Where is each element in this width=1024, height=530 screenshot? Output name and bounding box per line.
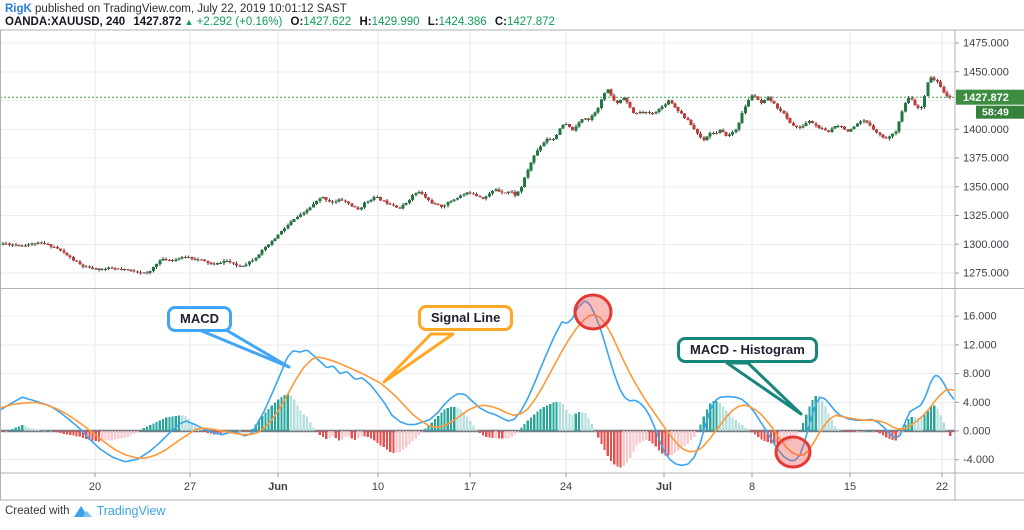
price-axis[interactable]: 1475.000 1450.000 1400.000 1375.000 1350.000…: [955, 38, 1009, 280]
time-tick-label: Jul: [656, 481, 672, 493]
crossover-circle-2: [774, 435, 812, 469]
macd-pane[interactable]: [0, 300, 955, 468]
high-value: 1429.990: [371, 16, 420, 28]
macd-tick-label: 12.000: [963, 339, 997, 351]
open-value: 1427.622: [303, 16, 352, 28]
price-tick-label: 1475.000: [963, 38, 1009, 50]
time-tick-label: Jun: [268, 481, 288, 493]
price-tick-label: 1325.000: [963, 210, 1009, 222]
price-change: +2.292 (+0.16%): [196, 16, 283, 28]
hist-callout-tail: [725, 361, 803, 416]
candlestick-pane[interactable]: [0, 75, 955, 275]
signal-line: [0, 314, 955, 459]
price-tick-label: 1400.000: [963, 124, 1009, 136]
signal-line-callout[interactable]: Signal Line: [418, 305, 514, 331]
last-price: 1427.872: [133, 16, 182, 28]
tradingview-logo-icon: [73, 506, 92, 517]
macd-histogram-callout[interactable]: MACD - Histogram: [677, 337, 818, 363]
macd-tick-label: 8.000: [963, 368, 991, 380]
username[interactable]: RigK: [5, 3, 32, 15]
last-price-badge: 1427.872 58:49: [956, 89, 1024, 119]
publish-byline: RigK published on TradingView.com, July …: [5, 3, 347, 15]
price-tick-label: 1300.000: [963, 239, 1009, 251]
symbol-legend: OANDA:XAUUSD, 240 1427.872 ▲ +2.292 (+0.…: [5, 16, 555, 28]
time-tick-label: 20: [89, 481, 101, 493]
countdown-box: [976, 105, 1024, 119]
countdown-text: 58:49: [982, 107, 1009, 119]
badge-price-text: 1427.872: [963, 92, 1009, 104]
time-tick-label: 17: [464, 481, 476, 493]
macd-callout[interactable]: MACD: [167, 306, 232, 332]
up-arrow-icon: ▲: [184, 17, 194, 27]
time-tick-label: 8: [749, 481, 755, 493]
created-with-text: Created with: [5, 505, 70, 517]
close-label: C:: [494, 16, 507, 28]
byline-text: published on TradingView.com, July 22, 2…: [31, 3, 347, 15]
macd-tick-label: 4.000: [963, 397, 991, 409]
macd-tick-label: 16.000: [963, 311, 997, 323]
high-label: H:: [359, 16, 372, 28]
price-tick-label: 1375.000: [963, 153, 1009, 165]
macd-tick-label: 0.000: [963, 426, 991, 438]
time-tick-label: 24: [560, 481, 572, 493]
price-tick-label: 1450.000: [963, 66, 1009, 78]
close-value: 1427.872: [506, 16, 555, 28]
macd-axis[interactable]: 16.000 12.000 8.000 4.000 0.000 -4.000: [955, 311, 997, 467]
tradingview-brand[interactable]: TradingView: [96, 504, 166, 518]
time-tick-label: 15: [844, 481, 856, 493]
time-tick-label: 27: [184, 481, 196, 493]
candles: [1, 75, 952, 275]
low-value: 1424.386: [438, 16, 487, 28]
macd-tick-label: -4.000: [963, 454, 994, 466]
price-tick-label: 1350.000: [963, 181, 1009, 193]
time-tick-label: 22: [936, 481, 948, 493]
crossover-circle-1: [573, 293, 613, 331]
footer-credit: Created with TradingView: [5, 504, 165, 518]
open-label: O:: [290, 16, 304, 28]
symbol-name[interactable]: OANDA:XAUUSD, 240: [5, 16, 126, 28]
low-label: L:: [427, 16, 439, 28]
time-tick-label: 10: [372, 481, 384, 493]
macd-line: [0, 300, 955, 467]
price-tick-label: 1275.000: [963, 268, 1009, 280]
pane-borders: [0, 29, 1024, 501]
time-axis[interactable]: 20 27 Jun 10 17 24 Jul 8 15 22: [89, 473, 948, 493]
signal-callout-tail: [382, 332, 455, 384]
